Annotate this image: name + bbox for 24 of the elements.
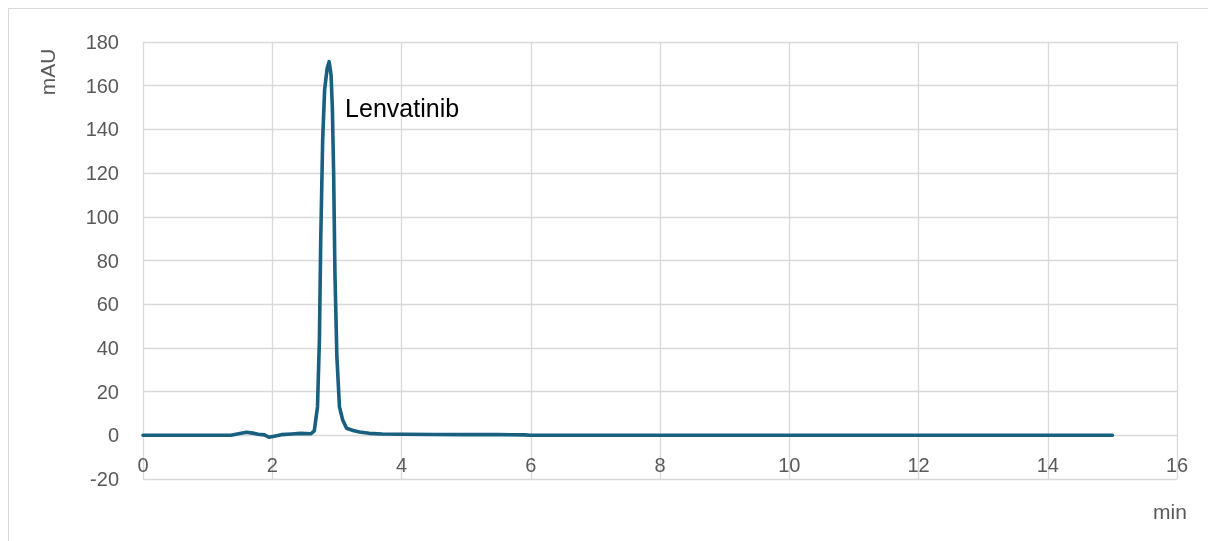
- x-tick-label: 16: [1165, 454, 1189, 476]
- y-tick-label: 140: [85, 118, 119, 141]
- y-tick-label: 120: [85, 162, 119, 185]
- line-series: [141, 59, 1115, 440]
- x-tick-label: 14: [1036, 454, 1059, 476]
- y-axis-title: mAU: [35, 48, 59, 96]
- x-tick-label: 12: [907, 454, 930, 476]
- y-tick-label: 160: [85, 74, 119, 97]
- x-axis-title: min: [1153, 499, 1187, 523]
- y-tick-label: 180: [85, 31, 119, 53]
- x-tick-label: 10: [778, 454, 801, 476]
- y-tick-label: 40: [96, 336, 119, 359]
- x-tick-label: 2: [266, 454, 278, 476]
- y-tick-label: -20: [90, 468, 119, 490]
- y-tick-label: 60: [96, 293, 119, 316]
- x-tick-label: 6: [525, 454, 537, 476]
- annotation: Lenvatinib: [345, 93, 460, 122]
- x-tick-label: 0: [137, 454, 149, 476]
- x-tick-label: 4: [395, 454, 408, 476]
- y-tick-label: 20: [96, 380, 119, 403]
- y-tick-label: 100: [85, 205, 119, 228]
- x-tick-label: 8: [654, 454, 666, 476]
- y-tick-label: 80: [96, 249, 119, 272]
- y-tick-label: 0: [107, 424, 119, 447]
